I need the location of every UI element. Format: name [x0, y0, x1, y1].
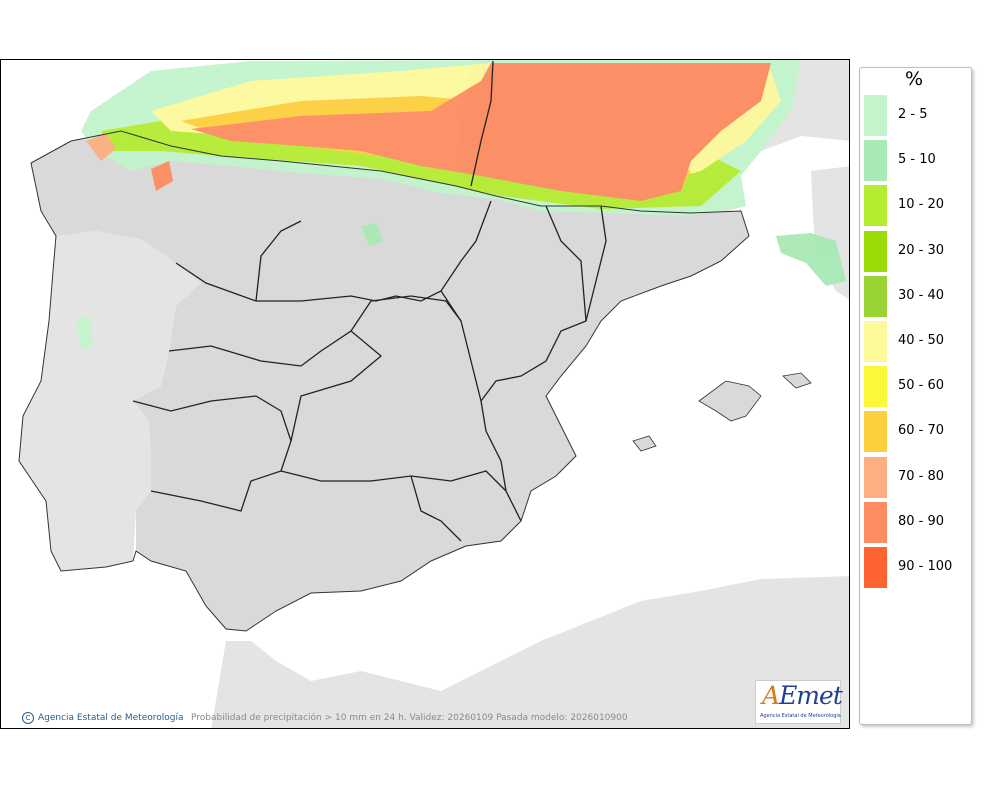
ibiza — [632, 435, 657, 452]
legend-swatch — [864, 366, 887, 408]
legend-swatch — [864, 230, 887, 272]
legend-item: 10 - 20 — [864, 185, 968, 227]
spain-land — [31, 131, 749, 631]
africa-land — [211, 576, 849, 728]
portugal-land — [19, 231, 201, 571]
legend-item: 60 - 70 — [864, 411, 968, 453]
aemet-logo-word: AEmet — [762, 681, 843, 710]
legend-item: 40 - 50 — [864, 321, 968, 362]
legend-swatch — [864, 140, 887, 182]
legend-swatch — [864, 321, 887, 362]
copyright-icon: C — [22, 712, 34, 724]
legend-swatch — [864, 456, 887, 498]
map-svg — [18, 60, 849, 728]
legend-label: 40 - 50 — [898, 333, 945, 348]
aemet-logo: AEmet Agencia Estatal de Meteorología — [755, 680, 843, 724]
map-frame — [0, 59, 850, 729]
precip-overlay — [76, 60, 846, 349]
legend-item: 2 - 5 — [864, 95, 968, 136]
legend-swatch — [864, 185, 887, 227]
legend-item: 5 - 10 — [864, 140, 968, 182]
legend-item: 30 - 40 — [864, 275, 968, 317]
legend-label: 70 - 80 — [898, 468, 945, 484]
legend-label: 80 - 90 — [898, 513, 945, 529]
legend: % 2 - 5 5 - 10 10 - 20 20 - 30 30 - 40 40 - 5… — [859, 67, 972, 725]
legend-swatch — [864, 95, 887, 136]
legend-item: 90 - 100 — [864, 547, 968, 588]
legend-swatch — [864, 411, 887, 453]
copyright-text: C Agencia Estatal de Meteorología — [22, 712, 184, 724]
mallorca — [698, 380, 762, 422]
legend-label: 20 - 30 — [898, 242, 945, 258]
borders — [132, 60, 607, 542]
map-caption: Probabilidad de precipitación > 10 mm en… — [191, 713, 628, 723]
legend-label: 50 - 60 — [898, 378, 945, 394]
menorca — [782, 372, 812, 389]
legend-label: 10 - 20 — [898, 197, 945, 213]
copyright-label: Agencia Estatal de Meteorología — [38, 713, 184, 723]
legend-swatch — [864, 501, 887, 543]
legend-label: 2 - 5 — [898, 107, 928, 122]
legend-label: 60 - 70 — [898, 423, 945, 439]
legend-item: 50 - 60 — [864, 366, 968, 408]
legend-label: 5 - 10 — [898, 152, 936, 168]
legend-item: 80 - 90 — [864, 501, 968, 543]
coastline — [18, 130, 750, 632]
legend-item: 20 - 30 — [864, 230, 968, 272]
legend-unit: % — [904, 68, 924, 90]
legend-label: 90 - 100 — [898, 559, 953, 574]
aemet-logo-subtitle: Agencia Estatal de Meteorología — [760, 713, 841, 719]
legend-swatch — [864, 275, 887, 317]
legend-swatch — [864, 547, 887, 588]
legend-item: 70 - 80 — [864, 456, 968, 498]
legend-label: 30 - 40 — [898, 287, 945, 303]
